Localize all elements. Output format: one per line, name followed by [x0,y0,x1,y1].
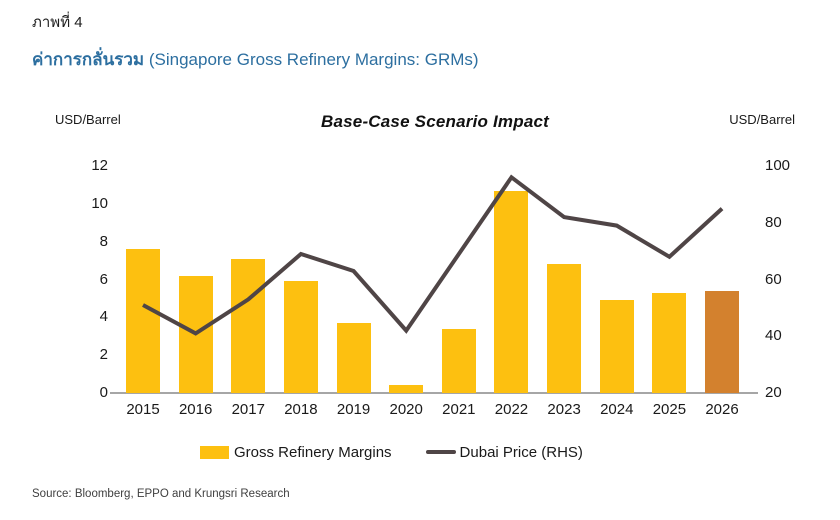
bar-2017 [231,258,266,393]
chart-title: Base-Case Scenario Impact [321,112,549,131]
x-axis-label-2025: 2025 [652,401,687,418]
page-title-thai: ค่าการกลั่นรวม [32,50,145,69]
left-axis-tick-0: 0 [99,384,108,401]
page-title: ค่าการกลั่นรวม (Singapore Gross Refinery… [32,46,479,73]
legend-item-grm: Gross Refinery Margins [200,444,392,461]
x-axis-label-2015: 2015 [126,401,160,418]
bar-2021 [441,328,476,393]
x-axis-label-2022: 2022 [494,401,529,418]
left-axis-tick-4: 4 [99,308,108,326]
left-axis-unit-label: USD/Barrel [55,112,121,127]
bar-2026 [705,290,740,393]
right-axis-unit-label: USD/Barrel [729,112,795,127]
x-axis-label-2018: 2018 [284,401,318,418]
right-axis-tick-40: 40 [765,327,782,345]
bar-swatch-icon [200,445,229,459]
legend-item-dubai: Dubai Price (RHS) [425,443,583,461]
right-axis-tick-100: 100 [765,157,791,174]
bar-2022 [494,190,529,393]
bar-2016 [178,275,213,393]
x-axis-label-2024: 2024 [600,401,634,418]
x-axis-label-2021: 2021 [442,401,476,418]
x-axis-label-2016: 2016 [178,401,213,418]
bar-2025 [652,292,687,393]
x-axis-line [110,392,758,394]
right-axis-tick-80: 80 [765,213,782,231]
x-axis-label-2019: 2019 [336,401,371,418]
page-title-english: (Singapore Gross Refinery Margins: GRMs) [148,50,479,69]
bar-2019 [336,323,371,393]
bar-2015 [126,249,160,393]
figure-label: ภาพที่ 4 [32,14,83,31]
left-axis-tick-10: 10 [91,194,108,212]
left-axis-tick-12: 12 [91,157,108,174]
bar-2023 [547,264,582,393]
right-axis-tick-60: 60 [765,270,782,288]
right-axis-tick-20: 20 [765,384,782,401]
x-axis-label-2017: 2017 [231,401,265,418]
source-note: Source: Bloomberg, EPPO and Krungsri Res… [32,488,290,500]
x-axis-label-2020: 2020 [389,401,423,418]
chart-legend: Gross Refinery Margins Dubai Price (RHS) [200,442,583,462]
left-axis-tick-8: 8 [99,232,108,250]
legend-label-grm: Gross Refinery Margins [234,443,392,461]
legend-label-dubai: Dubai Price (RHS) [459,443,583,461]
left-axis-tick-2: 2 [99,346,108,364]
left-axis-tick-6: 6 [99,270,108,288]
bar-2024 [599,300,634,393]
line-swatch-icon [425,450,456,454]
bar-2020 [389,385,424,393]
x-axis-label-2023: 2023 [547,401,581,418]
x-axis-label-2026: 2026 [705,401,739,418]
bar-2018 [283,281,318,393]
